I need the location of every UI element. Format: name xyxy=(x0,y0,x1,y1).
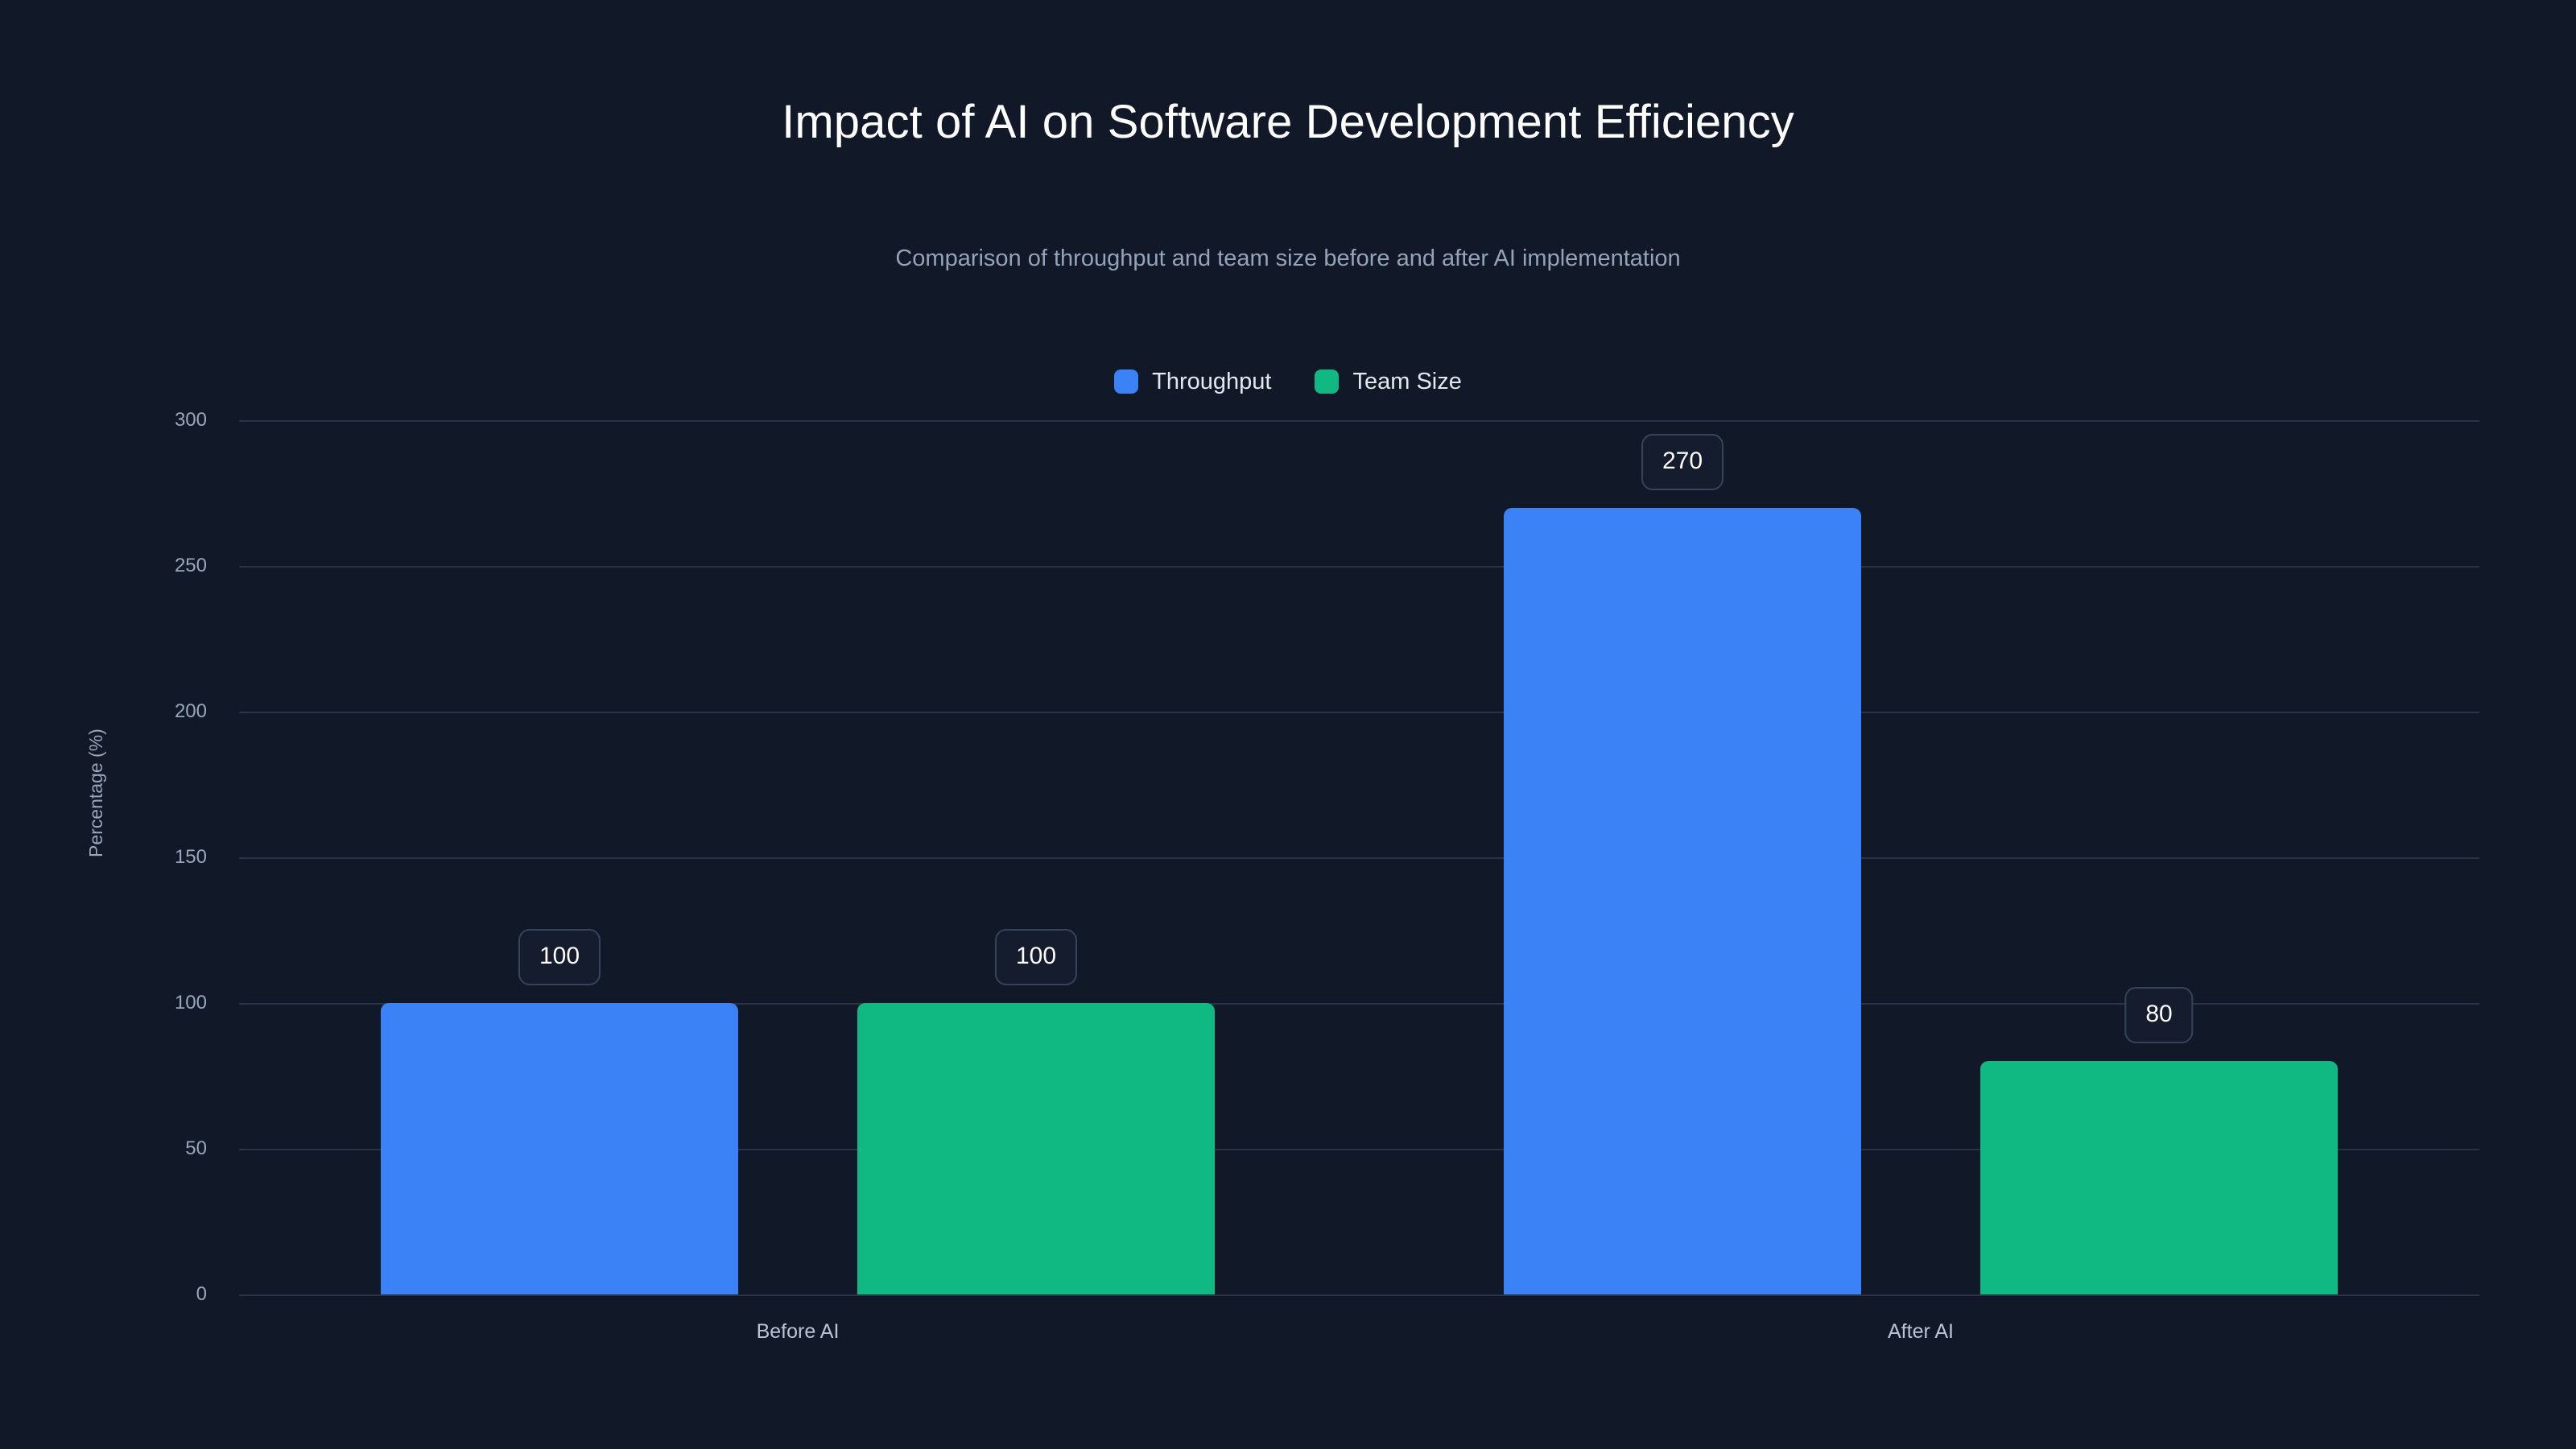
bar-after-ai-team-size[interactable] xyxy=(1980,1061,2338,1294)
chart-title: Impact of AI on Software Development Eff… xyxy=(782,96,1794,148)
legend-item-team-size[interactable]: Team Size xyxy=(1315,368,1462,394)
y-axis-tick-label: 100 xyxy=(174,992,207,1013)
legend-swatch-icon xyxy=(1315,369,1340,394)
chart-subtitle: Comparison of throughput and team size b… xyxy=(895,246,1681,271)
y-axis-tick-label: 0 xyxy=(196,1283,207,1305)
x-axis-tick-label: After AI xyxy=(1888,1320,1954,1343)
bar-after-ai-throughput[interactable] xyxy=(1504,507,1861,1294)
data-label-badge: 100 xyxy=(994,929,1078,985)
data-label-badge: 80 xyxy=(2124,987,2194,1044)
gridline xyxy=(239,420,2479,422)
gridline xyxy=(239,1003,2479,1005)
y-axis-tick-label: 50 xyxy=(185,1137,207,1159)
bar-before-ai-throughput[interactable] xyxy=(381,1003,738,1294)
gridline xyxy=(239,1294,2479,1296)
legend-swatch-icon xyxy=(1114,369,1139,394)
y-axis-tick-label: 200 xyxy=(174,700,207,722)
gridline xyxy=(239,1149,2479,1150)
y-axis-tick-label: 300 xyxy=(174,409,207,431)
bar-before-ai-team-size[interactable] xyxy=(857,1003,1215,1294)
data-label-badge: 270 xyxy=(1641,433,1724,490)
chart-legend: Throughput Team Size xyxy=(0,369,2576,394)
y-axis-tick-labels: 0 50 100 150 200 250 300 xyxy=(0,411,239,1304)
gridline xyxy=(239,712,2479,713)
data-label-badge: 100 xyxy=(518,929,601,985)
legend-item-throughput[interactable]: Throughput xyxy=(1114,369,1271,394)
gridline xyxy=(239,566,2479,568)
y-axis-tick-label: 250 xyxy=(174,555,207,576)
y-axis-tick-label: 150 xyxy=(174,846,207,868)
x-axis-tick-label: Before AI xyxy=(756,1320,840,1343)
gridline xyxy=(239,857,2479,859)
plot-area xyxy=(239,420,2479,1296)
legend-label: Team Size xyxy=(1352,368,1462,394)
legend-label: Throughput xyxy=(1152,368,1272,394)
y-axis-title: Percentage (%) xyxy=(85,729,106,857)
